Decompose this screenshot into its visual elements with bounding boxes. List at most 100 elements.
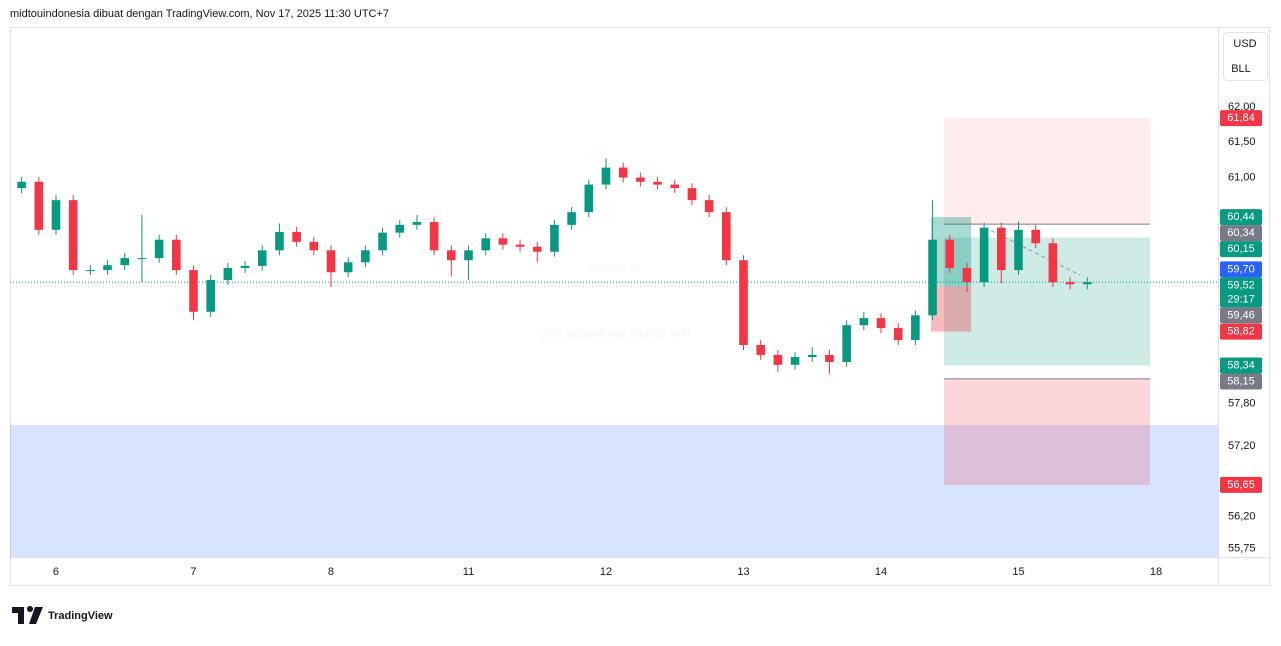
candle-body (567, 212, 576, 225)
candle-body (618, 167, 628, 178)
watermark: USOIL, 30 CFD pada Minyak Mentah WTI (540, 262, 691, 340)
candle-body (257, 250, 267, 266)
y-tick-label: 55,75 (1228, 542, 1256, 554)
drawing-zone (10, 424, 1218, 557)
price-badge-label: 58,34 (1227, 359, 1255, 371)
currency-box[interactable] (1223, 32, 1268, 81)
price-badge (1220, 373, 1262, 390)
candle-body (412, 222, 422, 225)
candle-body (120, 258, 130, 266)
candle-body (1014, 229, 1023, 271)
candle-body (68, 200, 78, 271)
candle-body (550, 224, 559, 252)
x-tick-label: 11 (463, 566, 474, 578)
drawing-zone (943, 237, 1150, 366)
y-tick-label: 57,80 (1228, 398, 1256, 410)
candle-body (997, 227, 1006, 271)
price-badge (1220, 476, 1262, 493)
price-badge (1220, 277, 1262, 308)
candle-body (223, 267, 233, 280)
price-labels: 61,84 60,44 60,34 60,15 59,70 59,52 29:17 59,46… (1220, 110, 1262, 493)
candle-body (636, 177, 645, 182)
candle-body (137, 258, 147, 260)
candle-body (498, 238, 508, 245)
candle-body (979, 227, 989, 283)
price-badge (1220, 225, 1262, 242)
candle-body (825, 354, 834, 362)
candle-body (876, 318, 886, 329)
candle-body (378, 232, 387, 251)
candle-body (687, 188, 697, 201)
candle-body (343, 262, 353, 273)
candle-body (515, 244, 525, 247)
candle-body (275, 231, 284, 251)
candle-body (601, 167, 611, 185)
axes: 62,0061,5061,0060,0057,8057,2056,2055,75… (53, 101, 1256, 578)
candle-body (962, 267, 972, 283)
candle-body (240, 265, 250, 268)
price-badge (1220, 307, 1262, 324)
candle-body (17, 181, 26, 189)
currency-unit[interactable]: USD (1233, 38, 1256, 50)
price-badge-label: 58,15 (1227, 375, 1255, 387)
x-tick-label: 8 (328, 566, 334, 578)
candle-body (429, 222, 439, 251)
candle-body (928, 239, 937, 316)
candle-body (34, 181, 44, 230)
candle-body (51, 200, 61, 230)
x-tick-label: 18 (1150, 566, 1162, 578)
price-badge (1220, 209, 1262, 226)
price-badge-label: 60,34 (1227, 227, 1255, 239)
candle-body (86, 270, 95, 272)
price-badge (1220, 261, 1262, 278)
candle-body (704, 200, 714, 213)
price-badge-label: 61,84 (1227, 112, 1255, 124)
candle-body (189, 270, 198, 312)
candle-body (447, 250, 456, 261)
candle-body (773, 354, 783, 365)
price-badge-label: 59,46 (1227, 309, 1255, 321)
x-tick-label: 14 (875, 566, 887, 578)
candle-body (206, 279, 215, 312)
candle-body (584, 184, 594, 213)
candle-body (807, 354, 817, 358)
watermark-symbol: USOIL, 30 (589, 262, 640, 274)
drawing-zone (931, 286, 972, 332)
x-tick-label: 6 (53, 566, 59, 578)
drawing-zone (943, 378, 1150, 485)
candle-body (945, 239, 955, 268)
candle-body (1048, 243, 1058, 283)
candle-body (893, 328, 903, 341)
y-tick-label: 62,00 (1228, 101, 1256, 113)
candle-body (1031, 229, 1040, 244)
y-tick-label: 56,20 (1228, 511, 1256, 523)
price-countdown: 29:17 (1227, 293, 1255, 305)
plot-area (10, 118, 1218, 557)
logo-text: TradingView (48, 610, 113, 622)
watermark-description: CFD pada Minyak Mentah WTI (540, 328, 691, 340)
price-badge (1220, 357, 1262, 374)
candle-body (481, 238, 490, 251)
candle-body (1082, 282, 1092, 285)
y-tick-label: 61,00 (1228, 171, 1256, 183)
candle-body (103, 265, 112, 271)
header-text: midtouindonesia dibuat dengan TradingVie… (10, 8, 389, 20)
candle-body (756, 345, 765, 355)
candle-body (532, 246, 542, 252)
x-tick-label: 13 (737, 566, 749, 578)
footer-logo: TradingView (12, 605, 113, 624)
candle-body (172, 239, 181, 271)
price-badge-label: 60,44 (1227, 211, 1255, 223)
chart-frame (10, 27, 1270, 586)
candle-body (859, 318, 869, 326)
price-badge-label: 60,15 (1227, 243, 1255, 255)
drawing-zone (943, 118, 1150, 225)
candle-body (326, 250, 336, 273)
x-tick-label: 15 (1012, 566, 1024, 578)
price-badge (1220, 241, 1262, 258)
price-badge-label: 56,65 (1227, 479, 1255, 491)
price-badge-label: 58,82 (1227, 325, 1255, 337)
